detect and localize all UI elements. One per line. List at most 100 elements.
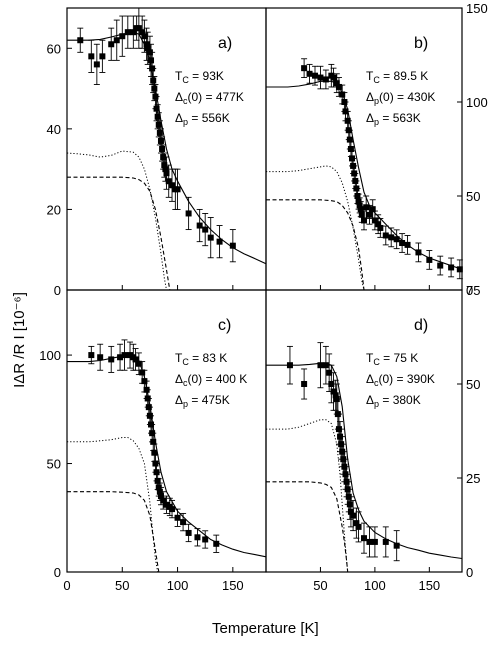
- data-point: [202, 536, 209, 543]
- data-point: [139, 29, 146, 36]
- data-point: [99, 53, 106, 60]
- data-point: [154, 113, 161, 120]
- curve-solid: [67, 31, 267, 265]
- data-point: [448, 264, 455, 271]
- parameter-annotation: Δc(0) = 400 K: [175, 372, 247, 388]
- data-point: [180, 519, 187, 526]
- curve-dashed: [266, 199, 365, 291]
- y-tick-label: 40: [47, 122, 61, 137]
- data-point: [155, 121, 162, 128]
- data-point: [148, 57, 155, 64]
- data-point: [382, 232, 389, 239]
- data-point: [301, 65, 308, 72]
- data-point: [108, 356, 115, 363]
- parameter-annotation: Δp = 556K: [175, 111, 230, 127]
- data-point: [196, 222, 203, 229]
- panel-label: c): [218, 317, 231, 334]
- x-tick-label: 150: [418, 578, 440, 593]
- x-tick-label: 0: [63, 578, 70, 593]
- data-point: [185, 210, 192, 217]
- parameter-annotation: Δp = 380K: [366, 393, 421, 409]
- data-point: [301, 381, 308, 387]
- x-tick-label: 100: [167, 578, 189, 593]
- x-tick-label: 50: [313, 578, 327, 593]
- data-point: [144, 45, 151, 52]
- data-point: [153, 105, 160, 112]
- data-point: [347, 146, 354, 152]
- parameter-annotation: TC = 89.5 K: [366, 69, 428, 85]
- data-point: [393, 236, 400, 243]
- data-point: [165, 178, 172, 185]
- data-point: [121, 352, 128, 359]
- data-point: [328, 381, 335, 387]
- data-point: [366, 211, 373, 218]
- parameter-annotation: Δp = 475K: [175, 393, 230, 409]
- curve-dotted: [67, 437, 159, 573]
- data-point: [354, 193, 361, 199]
- data-point: [357, 206, 364, 213]
- panel-label: a): [218, 35, 232, 52]
- data-point: [202, 226, 209, 233]
- data-point: [393, 542, 400, 549]
- data-point: [347, 508, 354, 515]
- data-point: [161, 162, 168, 169]
- y-axis-label: IΔR /R I [10⁻⁶]: [11, 292, 28, 388]
- y-tick-label: 0: [466, 283, 473, 298]
- data-point: [388, 234, 395, 241]
- data-point: [350, 512, 357, 519]
- data-point: [375, 221, 382, 228]
- panel-c: 0 50 100 0 50 100 150 c) TC = 83 K Δc(0) = 400 K Δ…: [39, 289, 267, 593]
- data-point: [157, 493, 164, 500]
- data-point: [150, 438, 157, 445]
- data-point: [346, 501, 353, 508]
- y-tick-label: 100: [39, 348, 61, 363]
- data-point: [163, 170, 170, 177]
- data-point: [371, 538, 378, 545]
- data-point: [426, 256, 433, 263]
- curve-dashed: [67, 491, 160, 573]
- data-point: [163, 501, 170, 508]
- data-point: [119, 33, 126, 40]
- panel-b: 0 50 100 150 b) TC = 89.5 K Δp(0) = 430K Δp = 5…: [265, 1, 488, 298]
- panel-frame: [66, 289, 267, 573]
- curve-dotted: [266, 419, 349, 573]
- parameter-annotation: TC = 75 K: [366, 351, 418, 367]
- data-point: [154, 477, 161, 484]
- data-point: [322, 76, 329, 83]
- data-point: [160, 497, 167, 504]
- data-point: [174, 514, 181, 521]
- data-point: [135, 25, 142, 32]
- curve-solid: [67, 355, 267, 558]
- data-point: [156, 488, 163, 495]
- curve-dashed: [266, 481, 349, 573]
- data-point: [174, 186, 181, 193]
- data-point: [117, 354, 124, 361]
- curve-dotted: [266, 165, 365, 291]
- curve-solid: [266, 80, 463, 270]
- data-point: [366, 538, 373, 545]
- y-tick-label: 50: [466, 189, 480, 204]
- parameter-annotation: Δp = 563K: [366, 111, 421, 127]
- data-point: [332, 392, 339, 399]
- data-point: [185, 529, 192, 536]
- data-point: [456, 266, 463, 273]
- data-point: [156, 129, 163, 136]
- curve-dashed: [67, 176, 171, 291]
- data-point: [330, 388, 337, 395]
- data-point: [216, 238, 223, 245]
- data-point: [361, 217, 367, 224]
- data-point: [326, 369, 333, 376]
- y-tick-label: 60: [47, 41, 61, 56]
- data-point: [88, 53, 95, 60]
- y-tick-label: 150: [466, 1, 488, 16]
- data-point: [139, 369, 146, 376]
- panel-label: b): [414, 35, 428, 52]
- data-point: [371, 217, 378, 224]
- curve-dotted: [66, 150, 167, 291]
- curve-solid: [266, 362, 463, 560]
- data-point: [88, 352, 95, 359]
- x-tick-label: 150: [222, 578, 244, 593]
- y-tick-label: 0: [54, 565, 61, 580]
- data-point: [382, 538, 389, 545]
